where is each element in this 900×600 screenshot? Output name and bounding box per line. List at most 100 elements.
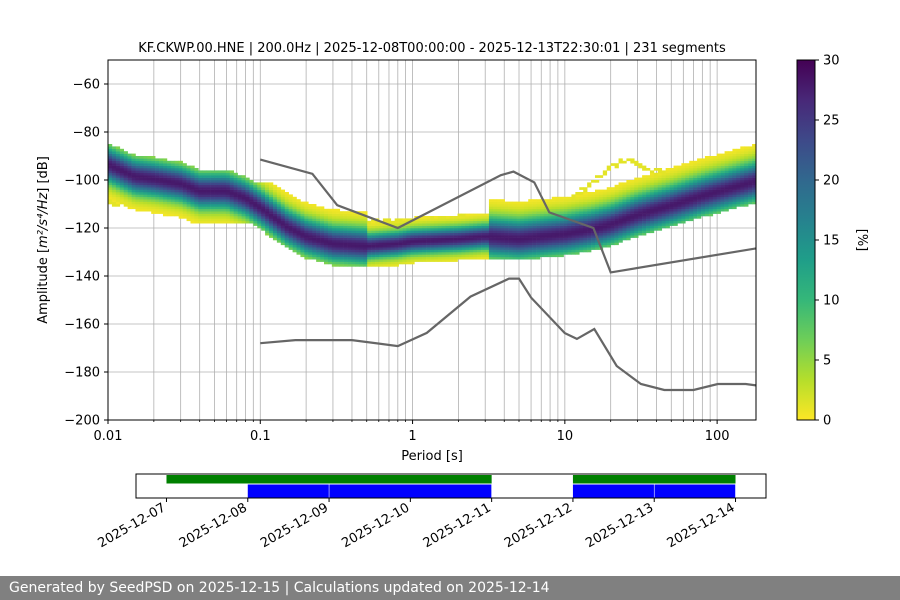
heatmap-cell — [190, 194, 195, 198]
heatmap-cell — [748, 148, 753, 152]
heatmap-cell — [720, 201, 725, 205]
heatmap-cell — [414, 220, 419, 224]
heatmap-cell — [284, 194, 289, 198]
heatmap-cell — [587, 232, 592, 236]
heatmap-cell — [614, 208, 619, 212]
heatmap-cell — [229, 172, 234, 176]
heatmap-cell — [488, 252, 494, 255]
heatmap-cell — [178, 199, 183, 202]
heatmap-cell — [508, 252, 513, 255]
heatmap-cell — [453, 232, 458, 236]
heatmap-cell — [288, 242, 293, 246]
heatmap-cell — [371, 225, 376, 229]
heatmap-cell — [288, 196, 293, 200]
heatmap-cell — [689, 204, 694, 207]
heatmap-cell — [618, 235, 623, 238]
heatmap-cell — [571, 216, 576, 219]
heatmap-cell — [217, 204, 223, 207]
heatmap-cell — [697, 196, 702, 200]
heatmap-cell — [724, 170, 729, 174]
heatmap-cell — [579, 244, 584, 248]
heatmap-cell — [170, 208, 176, 212]
heatmap-cell — [693, 216, 698, 219]
heatmap-cell — [559, 235, 564, 238]
heatmap-cell — [308, 244, 313, 248]
heatmap-cell — [131, 196, 136, 200]
heatmap-cell — [532, 216, 537, 219]
heatmap-cell — [536, 232, 541, 236]
heatmap-cell — [488, 206, 494, 210]
heatmap-cell — [602, 192, 608, 195]
heatmap-cell — [159, 184, 164, 188]
heatmap-cell — [520, 211, 525, 214]
heatmap-cell — [622, 211, 627, 214]
heatmap-cell — [426, 259, 431, 262]
heatmap-cell — [170, 180, 176, 183]
heatmap-cell — [402, 235, 407, 238]
timeline-tick-label: 2025-12-12 — [502, 500, 575, 551]
heatmap-cell — [343, 244, 348, 248]
heatmap-cell — [178, 163, 183, 166]
heatmap-cell — [575, 244, 580, 248]
heatmap-cell — [390, 220, 395, 224]
heatmap-cell — [170, 168, 176, 171]
heatmap-cell — [304, 244, 309, 248]
heatmap-cell — [119, 196, 125, 200]
heatmap-cell — [724, 158, 729, 162]
heatmap-cell — [402, 220, 407, 224]
heatmap-cell — [280, 225, 286, 229]
heatmap-cell — [630, 211, 635, 214]
heatmap-cell — [233, 201, 238, 205]
heatmap-cell — [563, 208, 568, 212]
heatmap-cell — [327, 223, 333, 226]
heatmap-cell — [473, 220, 478, 224]
heatmap-cell — [115, 182, 121, 186]
heatmap-cell — [217, 220, 223, 224]
heatmap-cell — [606, 168, 611, 171]
heatmap-cell — [508, 220, 513, 224]
heatmap-cell — [284, 216, 289, 219]
heatmap-cell — [461, 213, 466, 217]
heatmap-cell — [257, 199, 262, 202]
heatmap-cell — [174, 184, 179, 188]
heatmap-cell — [465, 232, 470, 236]
heatmap-cell — [166, 199, 172, 202]
heatmap-cell — [288, 211, 293, 214]
heatmap-cell — [657, 194, 663, 198]
heatmap-cell — [359, 223, 364, 226]
heatmap-cell — [524, 228, 529, 231]
heatmap-cell — [594, 244, 600, 248]
heatmap-cell — [732, 192, 737, 195]
heatmap-cell — [748, 146, 753, 150]
heatmap-cell — [206, 172, 211, 176]
heatmap-cell — [575, 218, 580, 222]
heatmap-cell — [108, 156, 113, 159]
heatmap-cell — [155, 201, 160, 205]
heatmap-cell — [748, 180, 753, 183]
heatmap-cell — [300, 216, 305, 219]
heatmap-cell — [665, 168, 670, 171]
heatmap-cell — [567, 244, 572, 248]
available-segment-bar — [572, 475, 736, 484]
heatmap-cell — [316, 256, 321, 260]
heatmap-cell — [465, 244, 470, 248]
heatmap-cell — [708, 182, 714, 186]
heatmap-cell — [276, 192, 282, 195]
heatmap-cell — [704, 192, 710, 195]
heatmap-cell — [327, 235, 333, 238]
heatmap-cell — [543, 211, 549, 214]
heatmap-cell — [320, 211, 325, 214]
heatmap-cell — [488, 240, 494, 243]
heatmap-cell — [481, 223, 486, 226]
heatmap-cell — [312, 242, 317, 246]
heatmap-cell — [147, 182, 152, 186]
heatmap-cell — [677, 194, 682, 198]
heatmap-cell — [457, 213, 462, 217]
heatmap-cell — [642, 199, 647, 202]
heatmap-cell — [398, 259, 403, 262]
heatmap-cell — [151, 208, 156, 212]
heatmap-cell — [382, 247, 388, 250]
heatmap-cell — [382, 244, 388, 248]
heatmap-cell — [748, 187, 753, 190]
heatmap-cell — [449, 225, 454, 229]
